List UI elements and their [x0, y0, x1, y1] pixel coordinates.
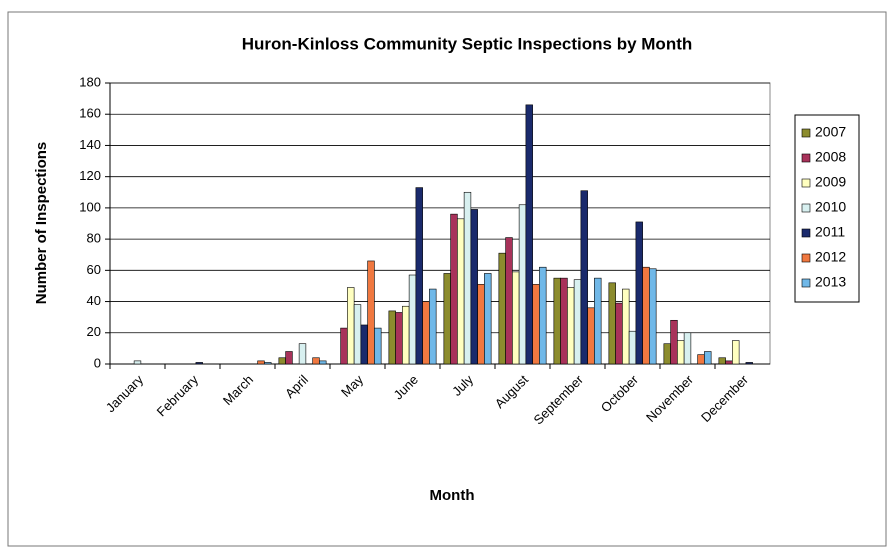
bar — [415, 187, 423, 365]
bar — [298, 343, 307, 365]
y-tick-label: 100 — [79, 199, 101, 214]
legend-swatch — [801, 128, 811, 138]
bar — [683, 332, 692, 365]
bar — [649, 268, 657, 365]
bar — [663, 343, 671, 365]
bar — [567, 287, 575, 365]
bar — [312, 357, 320, 365]
bar — [525, 104, 533, 365]
y-tick-label: 120 — [79, 168, 101, 183]
bar — [264, 362, 272, 365]
bar — [518, 204, 527, 365]
y-tick-label: 20 — [87, 324, 101, 339]
bar — [580, 190, 588, 365]
bar — [360, 324, 368, 365]
bar — [718, 357, 726, 365]
bar — [622, 288, 630, 365]
bar — [422, 301, 430, 365]
legend-label: 2013 — [815, 274, 846, 290]
bar — [532, 284, 540, 365]
bar — [594, 277, 602, 365]
bar — [539, 266, 547, 365]
bar — [374, 327, 382, 365]
bar — [745, 362, 753, 365]
bar — [477, 284, 485, 365]
bar — [725, 360, 733, 365]
legend-label: 2010 — [815, 199, 846, 215]
bar — [402, 305, 410, 365]
bar — [278, 357, 286, 365]
bar — [587, 307, 595, 365]
bar — [484, 273, 492, 365]
y-tick-label: 160 — [79, 106, 101, 121]
bar — [615, 302, 623, 365]
bar — [697, 354, 705, 365]
legend-swatch — [801, 178, 811, 188]
bar — [704, 351, 712, 365]
legend-label: 2007 — [815, 124, 846, 140]
bar — [133, 360, 142, 365]
bar — [347, 287, 355, 365]
bar — [470, 209, 478, 365]
y-tick-label: 40 — [87, 293, 101, 308]
y-tick-label: 0 — [94, 355, 101, 370]
bar — [573, 279, 582, 365]
bar — [457, 218, 465, 365]
bar — [367, 260, 375, 365]
bar — [443, 273, 451, 365]
bar — [642, 266, 650, 365]
bar — [498, 252, 506, 365]
bar — [670, 319, 678, 365]
bar — [732, 340, 740, 365]
bar — [340, 327, 348, 365]
y-tick-label: 60 — [87, 262, 101, 277]
bar — [257, 360, 265, 365]
bar — [285, 351, 293, 365]
bar — [608, 282, 616, 365]
bar — [450, 213, 458, 365]
bar — [560, 277, 568, 365]
legend-label: 2008 — [815, 149, 846, 165]
legend-swatch — [801, 228, 811, 238]
legend-label: 2009 — [815, 174, 846, 190]
bar — [388, 310, 396, 365]
bar — [512, 271, 520, 365]
bar — [195, 362, 203, 365]
y-tick-label: 180 — [79, 74, 101, 89]
legend-swatch — [801, 278, 811, 288]
y-tick-label: 140 — [79, 137, 101, 152]
legend-swatch — [801, 203, 811, 213]
y-tick-label: 80 — [87, 231, 101, 246]
x-axis-label: Month — [430, 487, 475, 504]
bar — [319, 360, 327, 365]
chart-title: Huron-Kinloss Community Septic Inspectio… — [242, 34, 693, 53]
bar — [395, 312, 403, 365]
bar — [505, 237, 513, 365]
legend-label: 2011 — [815, 224, 845, 240]
bar — [353, 304, 362, 365]
legend-label: 2012 — [815, 249, 846, 265]
legend-swatch — [801, 253, 811, 263]
bar — [408, 274, 417, 365]
bar — [677, 340, 685, 365]
bar — [635, 221, 643, 365]
bar — [463, 191, 472, 365]
y-axis-label: Number of Inspections — [33, 142, 50, 305]
bar — [628, 330, 637, 365]
bar — [553, 277, 561, 365]
bar — [429, 288, 437, 365]
legend-swatch — [801, 153, 811, 163]
